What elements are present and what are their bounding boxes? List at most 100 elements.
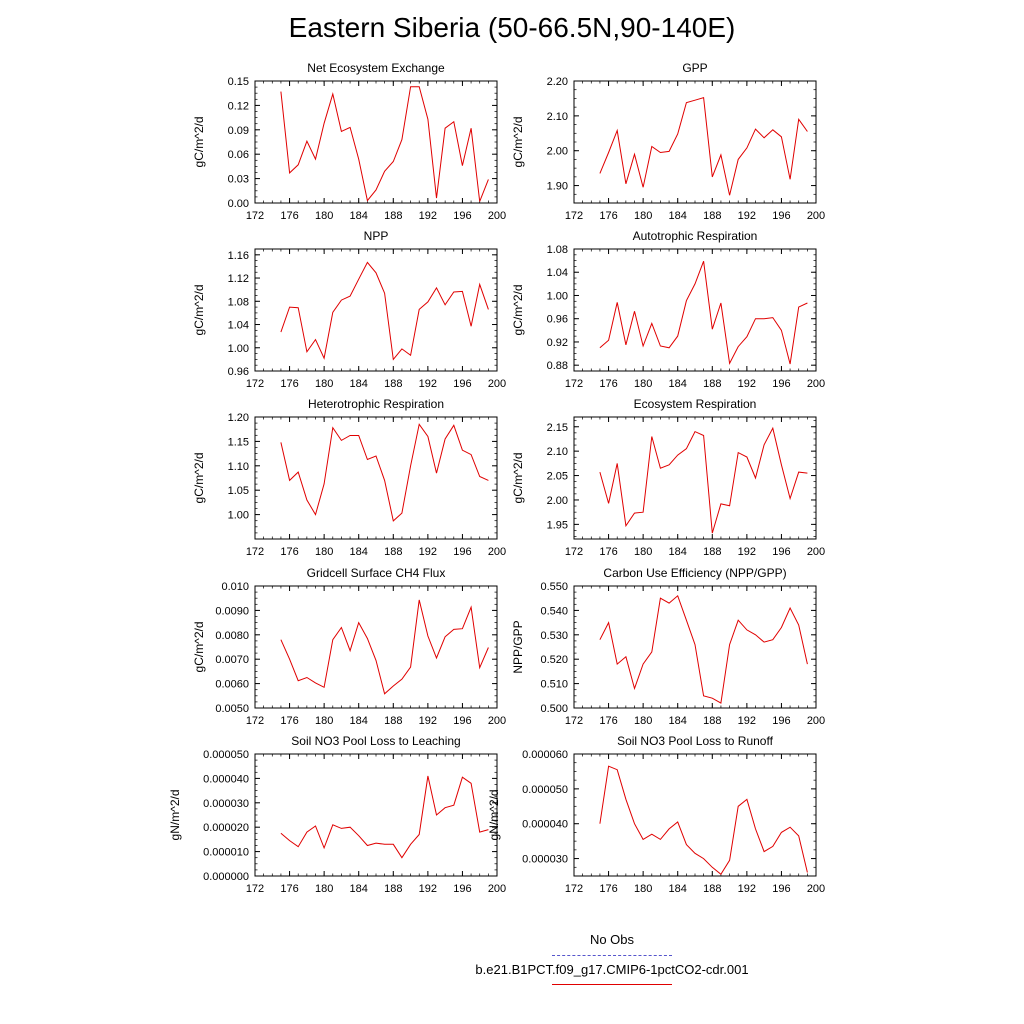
- x-tick-label: 200: [807, 546, 825, 558]
- x-tick-label: 180: [315, 546, 333, 558]
- y-tick-label: 1.95: [547, 519, 568, 531]
- y-tick-label: 1.00: [228, 510, 249, 522]
- panel-title: Net Ecosystem Exchange: [307, 61, 445, 75]
- series-line: [280, 599, 489, 695]
- y-tick-label: 0.000040: [522, 819, 568, 831]
- y-tick-label: 0.09: [228, 125, 249, 137]
- x-tick-label: 176: [280, 210, 298, 222]
- legend-entry-no-obs: No Obs: [512, 932, 712, 947]
- panel-ecosystem-respiration: Ecosystem Respiration gC/m^2/d 172 176 180 18…: [511, 397, 825, 558]
- x-tick-label: 172: [246, 546, 264, 558]
- y-tick-label: 0.000010: [203, 847, 249, 859]
- x-tick-label: 200: [488, 715, 506, 727]
- y-tick-label: 1.00: [228, 343, 249, 355]
- x-tick-label: 192: [738, 546, 756, 558]
- y-axis-label: gC/m^2/d: [511, 117, 525, 168]
- x-tick-label: 188: [384, 378, 402, 390]
- series-line: [280, 423, 489, 522]
- panel-title: Gridcell Surface CH4 Flux: [307, 566, 446, 580]
- y-tick-label: 0.000040: [203, 773, 249, 785]
- panel-npp: NPP gC/m^2/d 172 176 180 184 188 192 196 200 0.96 1…: [192, 229, 506, 390]
- y-tick-label: 0.000020: [203, 822, 249, 834]
- y-axis-label: gC/m^2/d: [192, 622, 206, 673]
- x-tick-label: 172: [246, 883, 264, 895]
- y-tick-label: 1.08: [228, 296, 249, 308]
- x-tick-label: 180: [634, 546, 652, 558]
- y-tick-label: 0.88: [547, 360, 568, 372]
- y-tick-label: 0.550: [540, 581, 568, 593]
- x-tick-label: 196: [772, 715, 790, 727]
- panel-title: Ecosystem Respiration: [634, 397, 757, 411]
- x-tick-label: 184: [350, 883, 368, 895]
- x-tick-label: 192: [419, 378, 437, 390]
- x-tick-label: 172: [565, 546, 583, 558]
- x-tick-label: 184: [350, 546, 368, 558]
- panel-gpp: GPP gC/m^2/d 172 176 180 184 188 192 196 200 1.90 2…: [511, 61, 825, 222]
- y-tick-label: 0.92: [547, 337, 568, 349]
- y-axis-label: gC/m^2/d: [192, 117, 206, 168]
- y-tick-label: 0.000050: [203, 749, 249, 761]
- panel-title: GPP: [682, 61, 707, 75]
- y-axis-label: gC/m^2/d: [511, 285, 525, 336]
- y-tick-label: 1.12: [228, 273, 249, 285]
- y-tick-label: 1.10: [228, 461, 249, 473]
- y-tick-label: 2.10: [547, 446, 568, 458]
- x-tick-label: 188: [384, 883, 402, 895]
- y-tick-label: 0.96: [228, 366, 249, 378]
- x-tick-label: 188: [703, 546, 721, 558]
- legend-swatch-no-obs: [552, 955, 672, 956]
- y-tick-label: 0.0080: [215, 630, 249, 642]
- y-tick-label: 2.20: [547, 76, 568, 88]
- x-tick-label: 192: [738, 883, 756, 895]
- x-tick-label: 196: [772, 210, 790, 222]
- x-tick-label: 184: [350, 210, 368, 222]
- x-tick-label: 196: [772, 883, 790, 895]
- y-tick-label: 0.06: [228, 149, 249, 161]
- x-tick-label: 184: [350, 715, 368, 727]
- x-tick-label: 192: [738, 210, 756, 222]
- x-tick-label: 188: [384, 546, 402, 558]
- panel-title: NPP: [364, 229, 389, 243]
- x-tick-label: 188: [703, 715, 721, 727]
- x-tick-label: 184: [669, 546, 687, 558]
- figure-title: Eastern Siberia (50-66.5N,90-140E): [288, 12, 736, 43]
- plot-frame: [254, 585, 498, 709]
- x-tick-label: 196: [453, 715, 471, 727]
- y-tick-label: 0.500: [540, 703, 568, 715]
- y-tick-label: 0.12: [228, 100, 249, 112]
- panel-gridcell-surface-ch4-flux: Gridcell Surface CH4 Flux gC/m^2/d 172 176 1…: [192, 566, 506, 727]
- panel-soil-no3-pool-loss-to-leaching: Soil NO3 Pool Loss to Leaching gN/m^2/d 17…: [168, 734, 506, 895]
- x-tick-label: 192: [738, 378, 756, 390]
- y-tick-label: 1.20: [228, 412, 249, 424]
- legend-swatch-model-run: [552, 984, 672, 985]
- x-tick-label: 184: [350, 378, 368, 390]
- panel-soil-no3-pool-loss-to-runoff: Soil NO3 Pool Loss to Runoff gN/m^2/d 172 1…: [487, 734, 825, 895]
- x-tick-label: 180: [315, 378, 333, 390]
- x-tick-label: 184: [669, 210, 687, 222]
- x-tick-label: 196: [453, 883, 471, 895]
- y-tick-label: 0.00: [228, 198, 249, 210]
- x-tick-label: 196: [772, 378, 790, 390]
- plot-frame: [254, 80, 498, 204]
- series-line: [599, 261, 808, 366]
- series-line: [280, 261, 489, 361]
- y-tick-label: 0.000050: [522, 784, 568, 796]
- y-tick-label: 2.15: [547, 422, 568, 434]
- series-line: [599, 97, 808, 196]
- series-line: [280, 86, 489, 202]
- y-tick-label: 0.010: [221, 581, 249, 593]
- panel-heterotrophic-respiration: Heterotrophic Respiration gC/m^2/d 172 176 1…: [192, 397, 506, 558]
- x-tick-label: 188: [703, 210, 721, 222]
- series-line: [599, 426, 808, 534]
- plot-frame: [573, 416, 817, 540]
- x-tick-label: 180: [634, 883, 652, 895]
- plot-frame: [254, 248, 498, 372]
- y-axis-label: gC/m^2/d: [192, 285, 206, 336]
- panel-title: Carbon Use Efficiency (NPP/GPP): [603, 566, 786, 580]
- series-line: [280, 775, 489, 859]
- x-tick-label: 180: [315, 883, 333, 895]
- x-tick-label: 200: [488, 378, 506, 390]
- x-tick-label: 192: [419, 210, 437, 222]
- y-tick-label: 1.15: [228, 436, 249, 448]
